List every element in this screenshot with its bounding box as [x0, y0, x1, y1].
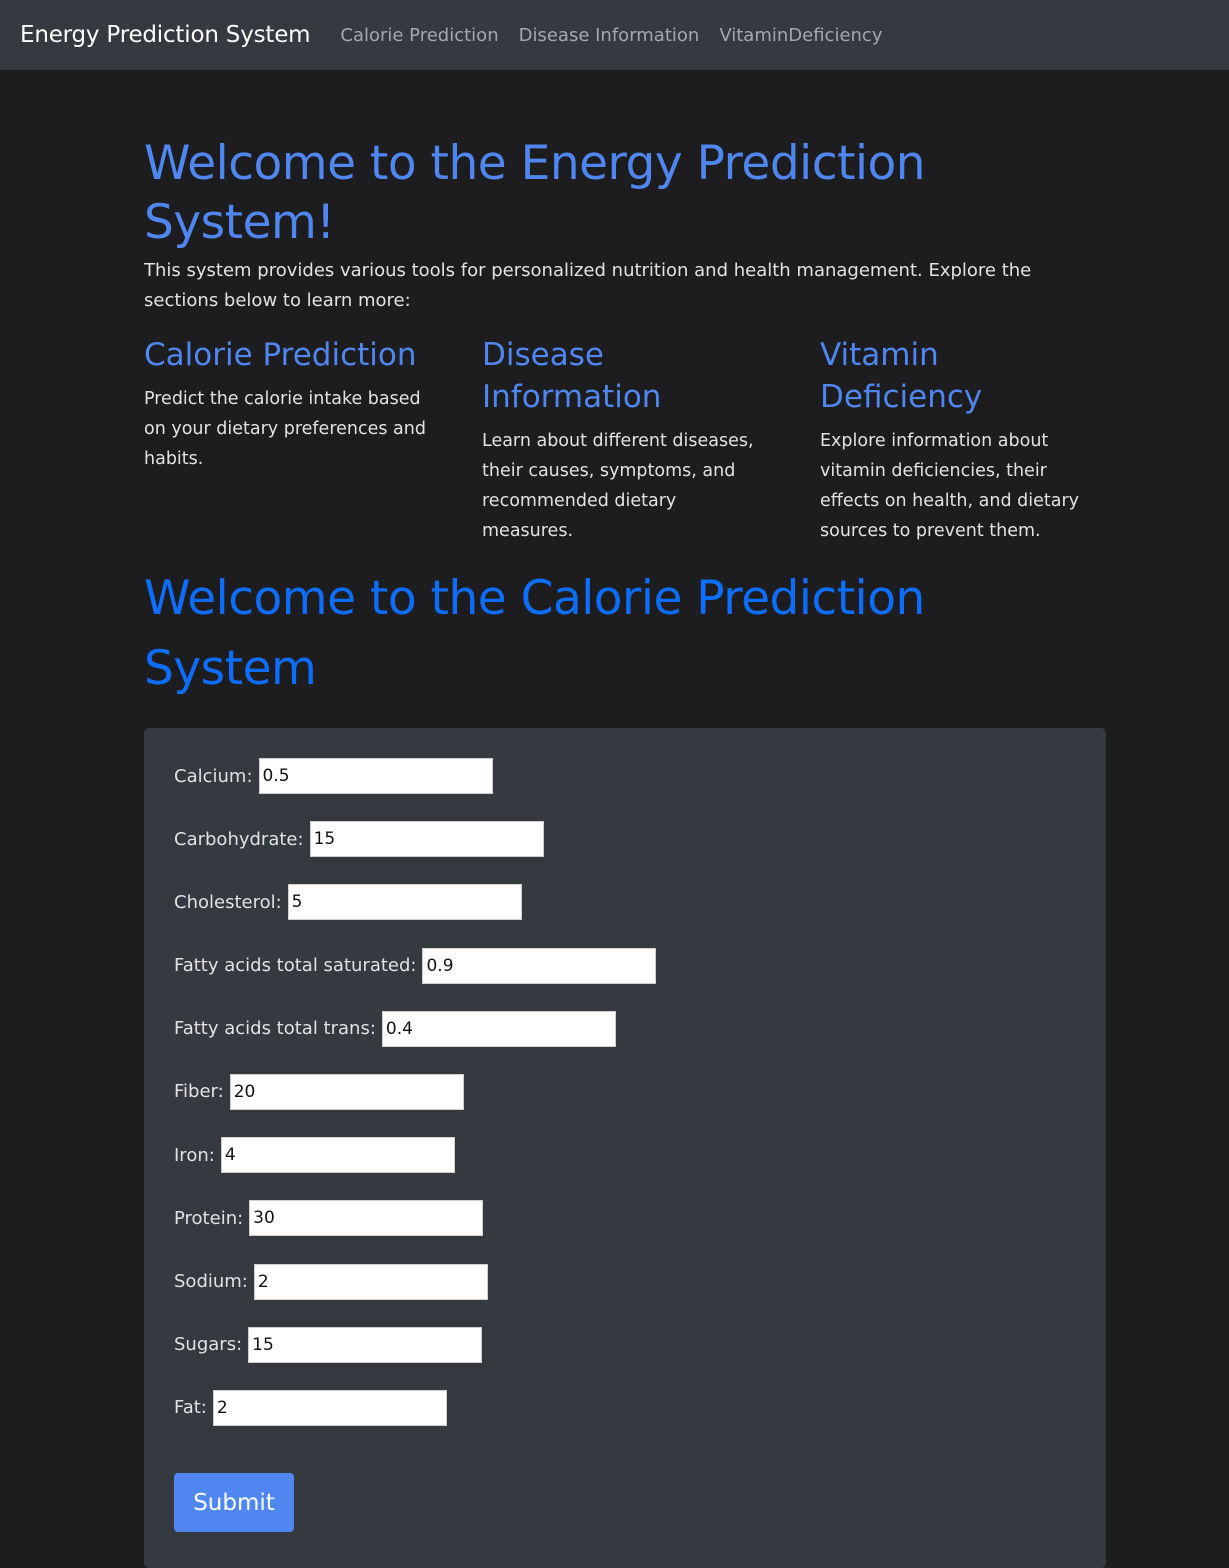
form-row-calcium: Calcium:: [174, 758, 1076, 794]
intro-text: This system provides various tools for p…: [144, 260, 1032, 311]
sodium-input[interactable]: [253, 1263, 488, 1300]
section-vitamin-deficiency: Vitamin Deficiency Explore information a…: [820, 334, 1106, 546]
nav-link-vitamin-deficiency[interactable]: VitaminDeficiency: [719, 24, 883, 46]
form-row-fatty-acids-saturated: Fatty acids total saturated:: [174, 947, 1076, 984]
calcium-input[interactable]: [258, 758, 493, 794]
calorie-form: Calcium: Carbohydrate: Cholesterol: Fatt…: [144, 728, 1106, 1568]
main-container: Welcome to the Energy Prediction System!…: [144, 70, 1106, 1568]
carbohydrate-label: Carbohydrate:: [174, 828, 304, 850]
fatty-acids-trans-input[interactable]: [381, 1010, 616, 1047]
brand-link[interactable]: Energy Prediction System: [20, 22, 311, 48]
navbar: Energy Prediction System Calorie Predict…: [0, 0, 1229, 70]
calorie-title: Welcome to the Calorie Prediction System: [144, 571, 925, 696]
form-row-fat: Fat:: [174, 1389, 1076, 1426]
section-text: Predict the calorie intake based on your…: [144, 389, 426, 469]
cholesterol-input[interactable]: [287, 884, 522, 921]
form-row-protein: Protein:: [174, 1200, 1076, 1237]
section-text: Learn about different diseases, their ca…: [482, 431, 754, 541]
iron-label: Iron:: [174, 1144, 215, 1166]
form-row-fatty-acids-trans: Fatty acids total trans:: [174, 1010, 1076, 1047]
fiber-label: Fiber:: [174, 1081, 224, 1103]
form-row-fiber: Fiber:: [174, 1073, 1076, 1110]
sugars-label: Sugars:: [174, 1334, 243, 1356]
iron-input[interactable]: [220, 1137, 455, 1174]
feature-sections: Calorie Prediction Predict the calorie i…: [144, 334, 1106, 546]
section-title: Calorie Prediction: [144, 337, 417, 373]
section-text: Explore information about vitamin defici…: [820, 431, 1079, 541]
form-row-carbohydrate: Carbohydrate:: [174, 821, 1076, 858]
fat-label: Fat:: [174, 1397, 207, 1419]
fat-input[interactable]: [212, 1389, 447, 1426]
fiber-input[interactable]: [229, 1073, 464, 1110]
section-title: Vitamin Deficiency: [820, 337, 983, 415]
welcome-title: Welcome to the Energy Prediction System!: [144, 136, 926, 250]
cholesterol-label: Cholesterol:: [174, 891, 282, 913]
calcium-label: Calcium:: [174, 765, 253, 787]
fatty-acids-saturated-input[interactable]: [422, 947, 657, 984]
sodium-label: Sodium:: [174, 1271, 248, 1292]
section-calorie-prediction: Calorie Prediction Predict the calorie i…: [144, 334, 430, 546]
form-row-iron: Iron:: [174, 1137, 1076, 1174]
protein-input[interactable]: [249, 1200, 484, 1237]
sugars-input[interactable]: [248, 1326, 483, 1363]
submit-button[interactable]: Submit: [174, 1473, 294, 1533]
section-title: Disease Information: [482, 337, 662, 415]
form-row-sodium: Sodium:: [174, 1263, 1076, 1300]
carbohydrate-input[interactable]: [309, 821, 544, 858]
form-row-cholesterol: Cholesterol:: [174, 884, 1076, 921]
fatty-acids-saturated-label: Fatty acids total saturated:: [174, 955, 417, 977]
nav-link-disease-information[interactable]: Disease Information: [518, 24, 700, 46]
fatty-acids-trans-label: Fatty acids total trans:: [174, 1018, 376, 1040]
form-row-sugars: Sugars:: [174, 1326, 1076, 1363]
nav-link-calorie-prediction[interactable]: Calorie Prediction: [340, 24, 499, 46]
protein-label: Protein:: [174, 1207, 244, 1229]
section-disease-information: Disease Information Learn about differen…: [482, 334, 768, 546]
